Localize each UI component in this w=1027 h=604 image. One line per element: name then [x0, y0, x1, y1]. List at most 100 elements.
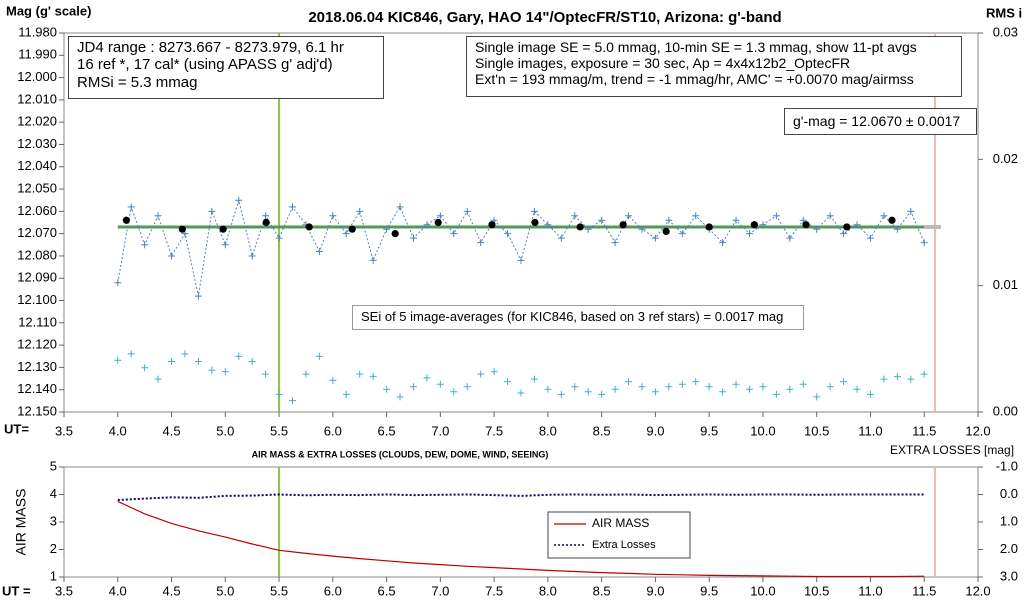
image-point — [759, 383, 767, 391]
image-point — [544, 221, 552, 229]
x-tick-label: 10.5 — [804, 583, 829, 598]
y2-tick-label: 0.01 — [993, 277, 1018, 292]
chart-title: AIR MASS & EXTRA LOSSES (CLOUDS, DEW, DO… — [252, 449, 549, 459]
image-point — [665, 216, 673, 224]
y-tick-label: 12.150 — [17, 403, 57, 418]
average-point — [750, 221, 758, 229]
image-point — [678, 380, 686, 388]
y-tick-label: 12.140 — [17, 381, 57, 396]
image-point — [409, 383, 417, 391]
x-tick-label: 11.5 — [912, 583, 936, 598]
image-point — [221, 368, 229, 376]
x-tick-label: 6.0 — [324, 423, 342, 438]
x-tick-label: 7.0 — [431, 583, 449, 598]
image-point — [235, 196, 243, 204]
y-tick-label: 12.040 — [17, 158, 57, 173]
y-tick-label: 12.090 — [17, 270, 57, 285]
image-point — [893, 225, 901, 233]
x-tick-label: 10.0 — [750, 423, 775, 438]
image-point — [315, 352, 323, 360]
average-point — [576, 223, 584, 231]
average-point — [619, 221, 627, 229]
x-tick-label: 4.0 — [109, 583, 127, 598]
image-point — [235, 352, 243, 360]
image-point — [746, 230, 753, 238]
x-tick-label: 10.0 — [750, 583, 775, 598]
image-point — [383, 385, 391, 393]
x-tick-label: 12.0 — [965, 423, 990, 438]
image-point — [168, 252, 176, 260]
image-point — [356, 207, 364, 215]
average-point — [434, 218, 442, 227]
info-line: Single images, exposure = 30 sec, Ap = 4… — [475, 55, 851, 72]
sei-text: SEi of 5 image-averages (for KIC846, bas… — [361, 309, 784, 324]
image-point — [530, 207, 538, 215]
image-point — [772, 390, 780, 398]
image-point — [463, 207, 471, 215]
image-point — [342, 390, 350, 398]
image-point — [813, 225, 821, 233]
x-tick-label: 5.5 — [270, 423, 288, 438]
image-point — [490, 368, 498, 376]
image-point — [208, 366, 216, 374]
image-point — [154, 375, 162, 383]
image-point — [920, 370, 928, 378]
image-point — [813, 393, 821, 401]
x-tick-label: 3.5 — [55, 423, 73, 438]
y-tick-label: 12.120 — [17, 337, 57, 352]
x-tick-label: 3.5 — [55, 583, 73, 598]
y-tick-label: 12.010 — [17, 91, 57, 106]
image-point — [772, 212, 780, 220]
image-point — [248, 252, 256, 260]
x-tick-label: 5.0 — [216, 423, 234, 438]
y2-tick-label: 0.0 — [1000, 486, 1018, 501]
average-point — [662, 227, 670, 236]
x-tick-label: 4.0 — [109, 423, 127, 438]
image-point — [826, 212, 834, 220]
x-tick-label: 9.5 — [700, 583, 718, 598]
average-point — [802, 221, 810, 229]
image-point — [719, 388, 727, 396]
image-point — [625, 378, 633, 386]
x-tick-label: 6.5 — [378, 423, 396, 438]
image-point — [530, 375, 538, 383]
plot-frame — [63, 466, 979, 578]
image-point — [584, 388, 592, 396]
x-tick-label: 7.5 — [485, 423, 503, 438]
image-point — [168, 357, 176, 365]
image-point — [275, 390, 283, 398]
image-point — [127, 203, 135, 211]
image-point — [840, 378, 848, 386]
image-point — [893, 373, 901, 381]
average-point — [843, 223, 851, 231]
info-line: JD4 range : 8273.667 - 8273.979, 6.1 hr — [77, 39, 344, 56]
image-point — [786, 385, 794, 393]
x-tick-label: 11.0 — [858, 583, 882, 598]
x-tick-label: 8.0 — [539, 423, 557, 438]
y-tick-label: 11.980 — [18, 24, 57, 39]
image-point — [423, 374, 431, 382]
x-tick-label: 11.0 — [858, 423, 882, 438]
average-point — [178, 225, 186, 233]
x-tick-label: 6.0 — [324, 583, 342, 598]
image-point — [275, 234, 283, 242]
y-tick-label: 12.050 — [17, 180, 57, 195]
y2-tick-label: 0.03 — [993, 24, 1018, 39]
y-tick-label: 12.080 — [17, 247, 57, 262]
image-point — [692, 378, 700, 386]
x-tick-label: 8.5 — [593, 423, 611, 438]
image-point — [436, 212, 444, 220]
image-point — [705, 383, 713, 391]
image-point — [329, 212, 337, 220]
image-point — [678, 230, 686, 238]
average-point — [305, 223, 313, 231]
image-point — [369, 373, 377, 381]
image-point — [262, 370, 270, 378]
image-point — [356, 370, 364, 378]
legend-box — [547, 511, 691, 559]
image-point — [504, 378, 512, 386]
image-point — [154, 212, 162, 220]
image-point — [759, 221, 767, 229]
x-axis-label: UT= — [4, 421, 29, 436]
result-box: g'-mag = 12.0670 ± 0.0017 — [784, 108, 977, 135]
